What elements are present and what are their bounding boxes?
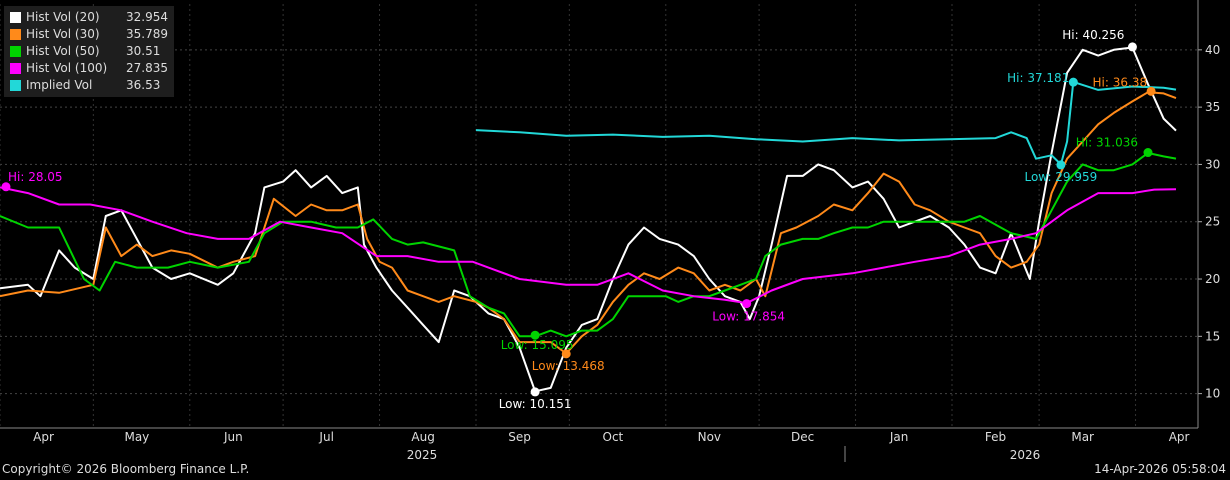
series-line [475, 80, 1177, 166]
y-tick-label: 40 [1205, 43, 1220, 57]
legend-swatch [10, 80, 21, 91]
y-tick-label: 10 [1205, 387, 1220, 401]
footer: Copyright© 2026 Bloomberg Finance L.P. 1… [0, 460, 1230, 480]
x-tick-label: Apr [1169, 430, 1190, 444]
x-tick-label: Jun [223, 430, 243, 444]
hi-low-marker [530, 330, 540, 340]
series-line [0, 91, 1177, 355]
legend-item: Hist Vol (30) 35.789 [10, 26, 168, 43]
x-tick-label: Sep [508, 430, 531, 444]
year-label: 2025 [407, 448, 438, 462]
hi-low-marker [742, 299, 752, 309]
legend-value: 32.954 [126, 10, 168, 24]
hi-low-label: Low: 17.854 [712, 310, 785, 324]
legend-label: Implied Vol [26, 78, 93, 92]
hi-low-label: Hi: 36.38 [1093, 75, 1148, 89]
hi-low-label: Low: 10.151 [499, 397, 572, 411]
y-tick-label: 25 [1205, 215, 1220, 229]
legend-value: 36.53 [126, 78, 161, 92]
y-tick-label: 20 [1205, 272, 1220, 286]
hi-low-marker [1056, 160, 1066, 170]
hi-low-marker [1146, 86, 1156, 96]
legend-swatch [10, 46, 21, 57]
hi-low-label: Hi: 40.256 [1062, 28, 1124, 42]
x-tick-label: Jan [889, 430, 909, 444]
y-tick-label: 35 [1205, 100, 1220, 114]
x-tick-label: Mar [1071, 430, 1094, 444]
hi-low-marker [1, 182, 11, 192]
x-tick-label: May [124, 430, 149, 444]
x-tick-label: Aug [411, 430, 434, 444]
copyright-text: Copyright© 2026 Bloomberg Finance L.P. [2, 462, 250, 476]
year-label: 2026 [1010, 448, 1041, 462]
legend-item: Hist Vol (50) 30.51 [10, 43, 168, 60]
series-layer [0, 46, 1177, 393]
legend-swatch [10, 12, 21, 23]
x-tick-label: Dec [791, 430, 814, 444]
hi-low-markers: Hi: 40.256 Low: 10.151 Hi: 36.38 Low: 13.46… [1, 28, 1156, 411]
y-tick-label: 30 [1205, 157, 1220, 171]
hi-low-label: Hi: 37.181 [1007, 71, 1069, 85]
x-tick-label: Oct [603, 430, 624, 444]
hi-low-label: Low: 15.095 [501, 338, 574, 352]
hi-low-marker [561, 349, 571, 359]
legend-label: Hist Vol (30) [26, 27, 100, 41]
legend-item: Hist Vol (100) 27.835 [10, 60, 168, 77]
hi-low-marker [1068, 77, 1078, 87]
hi-low-label: Low: 13.468 [532, 359, 605, 373]
x-tick-label: Jul [318, 430, 333, 444]
grid-lines [0, 4, 1198, 428]
timestamp: 14-Apr-2026 05:58:04 [1094, 462, 1226, 476]
legend-label: Hist Vol (20) [26, 10, 100, 24]
y-tick-label: 15 [1205, 329, 1220, 343]
x-tick-label: Nov [698, 430, 721, 444]
legend-swatch [10, 63, 21, 74]
legend-label: Hist Vol (50) [26, 44, 100, 58]
hi-low-marker [1143, 148, 1153, 158]
hi-low-label: Low: 29.959 [1024, 170, 1097, 184]
hi-low-label: Hi: 31.036 [1076, 136, 1138, 150]
hi-low-label: Hi: 28.05 [8, 170, 63, 184]
legend-swatch [10, 29, 21, 40]
x-tick-label: Feb [985, 430, 1006, 444]
series-line [0, 152, 1177, 338]
legend-label: Hist Vol (100) [26, 61, 108, 75]
legend-item: Hist Vol (20) 32.954 [10, 9, 168, 26]
hi-low-marker [530, 387, 540, 397]
legend: Hist Vol (20) 32.954 Hist Vol (30) 35.78… [4, 6, 174, 97]
series-line [0, 186, 1177, 305]
hi-low-marker [1127, 42, 1137, 52]
legend-item: Implied Vol 36.53 [10, 77, 168, 94]
legend-value: 30.51 [126, 44, 161, 58]
legend-value: 35.789 [126, 27, 168, 41]
legend-value: 27.835 [126, 61, 168, 75]
x-tick-label: Apr [33, 430, 54, 444]
series-line [0, 46, 1177, 393]
